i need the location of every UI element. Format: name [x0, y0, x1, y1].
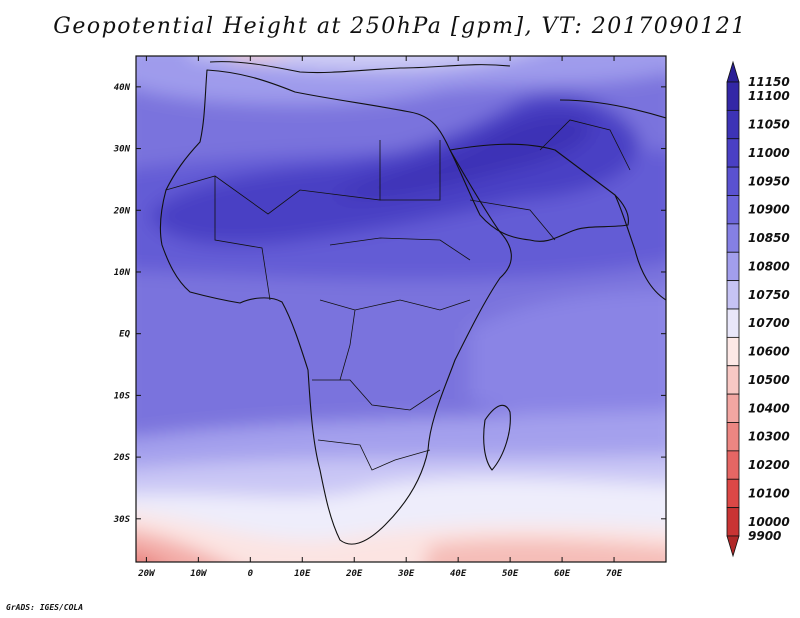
- legend-swatch: [726, 478, 740, 509]
- field-band-10500-sw: [136, 531, 224, 562]
- legend-swatch: [726, 308, 740, 338]
- border-south-central: [312, 379, 441, 411]
- field-band-10850-east: [470, 290, 666, 424]
- legend-swatch: [726, 223, 740, 253]
- lat-tick-label: EQ: [119, 330, 130, 340]
- lon-tick-label: 30E: [397, 569, 415, 579]
- legend-label: 9900: [748, 529, 781, 543]
- legend-label: 10850: [748, 231, 790, 245]
- lat-tick-label: 30N: [113, 145, 131, 155]
- legend-label: 11100: [748, 89, 790, 103]
- legend-swatch: [726, 81, 740, 111]
- legend-swatch-top: [726, 60, 740, 83]
- geopotential-height-field: [136, 56, 666, 562]
- legend-label: 10300: [748, 430, 790, 444]
- country-borders: [165, 119, 631, 471]
- border-west-africa: [214, 176, 271, 301]
- lat-tick-label: 20S: [113, 453, 131, 463]
- coastline-arabia: [449, 143, 629, 242]
- legend-label: 10700: [748, 316, 790, 330]
- lat-tick-label: 10N: [114, 268, 131, 278]
- field-band-10300-sw: [136, 554, 155, 562]
- lon-tick-label: 0: [248, 569, 254, 579]
- legend-swatch: [726, 365, 740, 395]
- coastline-africa: [159, 69, 512, 545]
- lon-tick-label: 10W: [190, 569, 208, 579]
- border-central: [319, 299, 471, 311]
- lat-tick-label: 40N: [114, 83, 131, 93]
- legend-label: 11150: [748, 75, 790, 89]
- lon-tick-label: 20W: [137, 569, 156, 579]
- lon-tick-label: 20E: [345, 569, 363, 579]
- legend-label: 10750: [748, 288, 790, 302]
- legend-swatch: [726, 450, 740, 480]
- border-sahel: [329, 237, 471, 261]
- latitude-axis: 40N 30N 20N 10N EQ 10S 20S 30S: [113, 83, 666, 525]
- legend-swatch: [726, 393, 740, 423]
- legend-label: 10400: [748, 401, 790, 415]
- lon-tick-label: 40E: [450, 569, 467, 579]
- field-band-10500-s: [425, 539, 666, 562]
- legend-swatch-bottom: [726, 535, 740, 558]
- field-band-10800-north: [136, 56, 666, 105]
- legend-label: 10600: [748, 345, 790, 359]
- coastline-europe: [209, 61, 511, 74]
- legend-label: 11050: [748, 118, 790, 132]
- coastlines: [159, 61, 666, 545]
- lat-tick-label: 20N: [113, 206, 131, 216]
- legend-swatch: [726, 280, 740, 310]
- legend-swatch: [726, 251, 740, 282]
- legend-label: 10800: [748, 259, 790, 273]
- legend-swatch: [726, 166, 740, 196]
- field-band-10600-north: [233, 56, 274, 60]
- coastline-madagascar: [483, 404, 511, 471]
- field-band-11050: [330, 112, 592, 198]
- border-congo: [339, 309, 356, 381]
- longitude-axis: 20W 10W 0 10E 20E 30E 40E 50E 60E 70E: [137, 56, 623, 579]
- map-title: Geopotential Height at 250hPa [gpm], VT:…: [53, 14, 747, 39]
- legend-label: 10900: [748, 203, 790, 217]
- legend-swatch: [726, 422, 740, 452]
- lat-tick-label: 30S: [113, 515, 131, 525]
- legend-swatch: [726, 109, 740, 140]
- border-sahara: [165, 140, 381, 215]
- legend-label: 11000: [748, 146, 790, 160]
- legend-label: 10200: [748, 458, 790, 472]
- lon-tick-label: 70E: [606, 569, 623, 579]
- legend-label: 10100: [748, 486, 790, 500]
- legend-label: 10000: [748, 515, 790, 529]
- coastline-asia: [559, 99, 666, 301]
- legend-swatch: [726, 336, 740, 367]
- lat-tick-label: 10S: [114, 391, 131, 401]
- lon-tick-label: 10E: [294, 569, 311, 579]
- legend-swatch: [726, 195, 740, 225]
- border-iran: [539, 119, 631, 171]
- border-southern: [317, 439, 431, 471]
- plot-frame: [135, 55, 667, 563]
- grads-credit: GrADS: IGES/COLA: [6, 603, 84, 612]
- border-arabia: [469, 199, 556, 241]
- border-egypt-sudan: [380, 140, 441, 201]
- legend-label: 10500: [748, 373, 790, 387]
- legend-swatch: [726, 507, 740, 537]
- legend-swatch: [726, 138, 740, 168]
- lon-tick-label: 50E: [502, 569, 519, 579]
- legend-label: 10950: [748, 174, 790, 188]
- lon-tick-label: 60E: [554, 569, 571, 579]
